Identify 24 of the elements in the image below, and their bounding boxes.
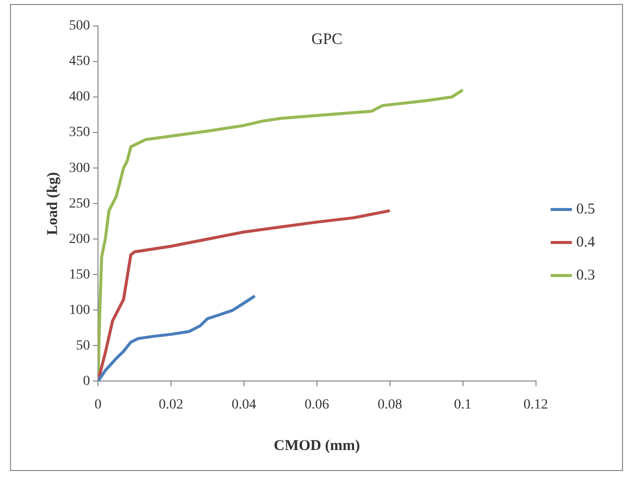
x-tick-label: 0 bbox=[94, 397, 102, 412]
x-tick-label: 0.08 bbox=[378, 397, 402, 412]
y-tick-label: 250 bbox=[69, 196, 90, 212]
x-tick-label: 0.06 bbox=[304, 397, 330, 412]
y-tick-label: 500 bbox=[69, 18, 90, 34]
y-tick-label: 450 bbox=[69, 54, 90, 70]
x-tick-label: 0.04 bbox=[232, 397, 256, 412]
y-tick-label: 350 bbox=[69, 125, 90, 140]
y-tick-label: 100 bbox=[69, 302, 90, 318]
legend-label: 0.5 bbox=[576, 201, 595, 218]
y-axis-title: Load (kg) bbox=[44, 172, 61, 236]
x-axis-title: CMOD (mm) bbox=[274, 438, 360, 454]
y-tick-label: 150 bbox=[69, 267, 90, 282]
legend-label: 0.3 bbox=[576, 267, 595, 284]
legend-label: 0.4 bbox=[576, 234, 596, 250]
y-tick-label: 200 bbox=[69, 232, 90, 247]
y-tick-label: 0 bbox=[83, 374, 90, 389]
x-tick-label: 0.02 bbox=[158, 397, 184, 412]
x-tick-label: 0.12 bbox=[524, 397, 548, 412]
y-tick-label: 400 bbox=[69, 90, 90, 105]
chart-title: GPC bbox=[311, 31, 342, 48]
x-tick-label: 0.1 bbox=[454, 397, 472, 412]
y-tick-label: 300 bbox=[69, 160, 90, 176]
y-tick-label: 50 bbox=[76, 338, 90, 354]
